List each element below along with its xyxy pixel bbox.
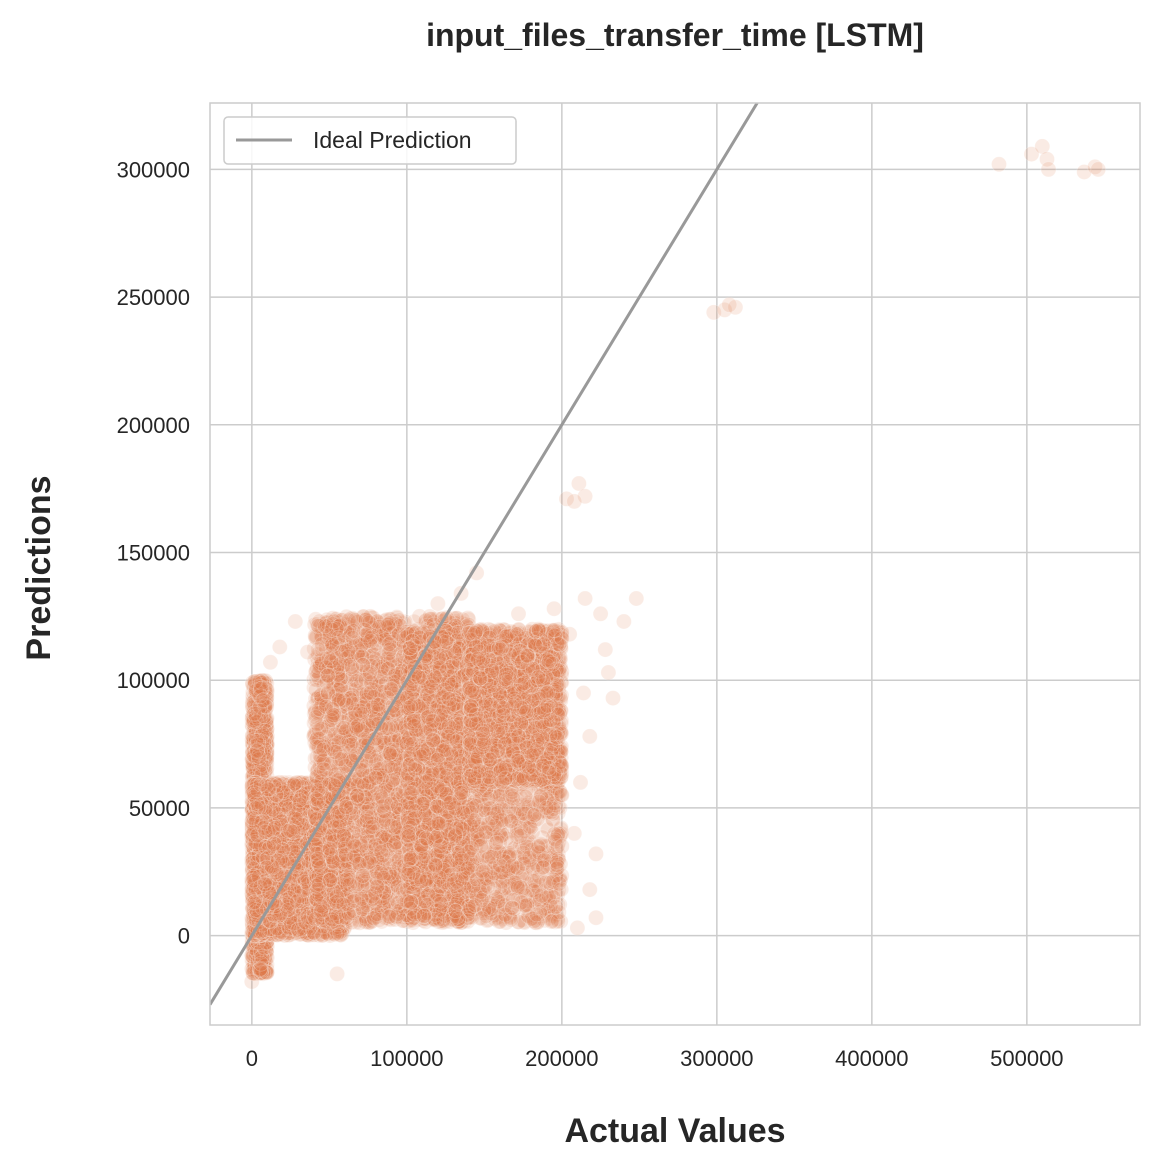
scatter-point xyxy=(249,848,266,865)
scatter-point xyxy=(246,706,263,723)
scatter-point xyxy=(254,768,271,785)
scatter-point xyxy=(255,692,272,709)
scatter-point xyxy=(249,817,266,834)
scatter-point xyxy=(254,848,271,865)
scatter-point xyxy=(250,709,267,726)
scatter-point xyxy=(256,673,273,689)
scatter-point xyxy=(246,798,263,815)
scatter-point xyxy=(244,871,260,888)
scatter-point xyxy=(250,816,267,832)
scatter-point xyxy=(252,716,269,733)
scatter-point xyxy=(247,729,264,746)
scatter-point xyxy=(245,894,262,911)
scatter-point xyxy=(254,723,271,739)
scatter-point xyxy=(253,764,270,781)
scatter-point xyxy=(253,939,269,955)
scatter-point xyxy=(250,840,267,856)
scatter-point xyxy=(253,713,269,730)
scatter-point xyxy=(250,729,267,746)
scatter-point xyxy=(254,964,271,981)
scatter-point xyxy=(254,876,270,893)
scatter-point xyxy=(252,717,269,734)
scatter-point xyxy=(246,872,263,889)
scatter-point xyxy=(254,880,271,897)
scatter-point xyxy=(250,688,267,705)
scatter-point xyxy=(245,691,262,708)
scatter-point xyxy=(257,718,274,734)
scatter-point xyxy=(258,710,275,727)
scatter-point xyxy=(256,825,273,841)
scatter-point xyxy=(244,854,261,871)
scatter-point xyxy=(253,673,270,690)
scatter-point xyxy=(254,723,271,740)
scatter-point xyxy=(248,857,265,874)
scatter-point xyxy=(256,764,273,781)
scatter-point xyxy=(257,787,274,803)
scatter-point xyxy=(251,685,268,702)
scatter-point xyxy=(254,822,271,839)
scatter-point xyxy=(250,839,267,856)
scatter-point xyxy=(255,866,272,883)
scatter-point xyxy=(253,760,270,777)
scatter-point xyxy=(253,848,270,865)
scatter-point xyxy=(254,712,271,729)
chart-title: input_files_transfer_time [LSTM] xyxy=(426,17,924,53)
scatter-point xyxy=(254,933,271,950)
scatter-point xyxy=(244,778,261,794)
scatter-point xyxy=(256,875,273,892)
scatter-point xyxy=(247,800,264,817)
scatter-point xyxy=(255,858,272,875)
scatter-point xyxy=(247,813,263,830)
data-points xyxy=(243,138,1107,990)
scatter-point xyxy=(259,821,276,838)
scatter-point xyxy=(258,828,275,845)
scatter-point xyxy=(252,897,269,914)
scatter-point xyxy=(248,964,265,981)
scatter-point xyxy=(254,891,271,908)
scatter-point xyxy=(244,803,261,820)
scatter-point xyxy=(248,713,265,729)
scatter-point xyxy=(248,883,265,900)
scatter-point xyxy=(247,810,264,827)
scatter-point xyxy=(250,959,267,976)
scatter-point xyxy=(247,734,264,751)
scatter-point xyxy=(258,859,275,876)
scatter-point xyxy=(252,776,269,793)
grid-lines xyxy=(210,103,1140,1025)
scatter-point xyxy=(248,733,265,749)
scatter-point xyxy=(249,743,265,760)
scatter-point xyxy=(245,827,262,844)
scatter-point xyxy=(252,762,269,779)
